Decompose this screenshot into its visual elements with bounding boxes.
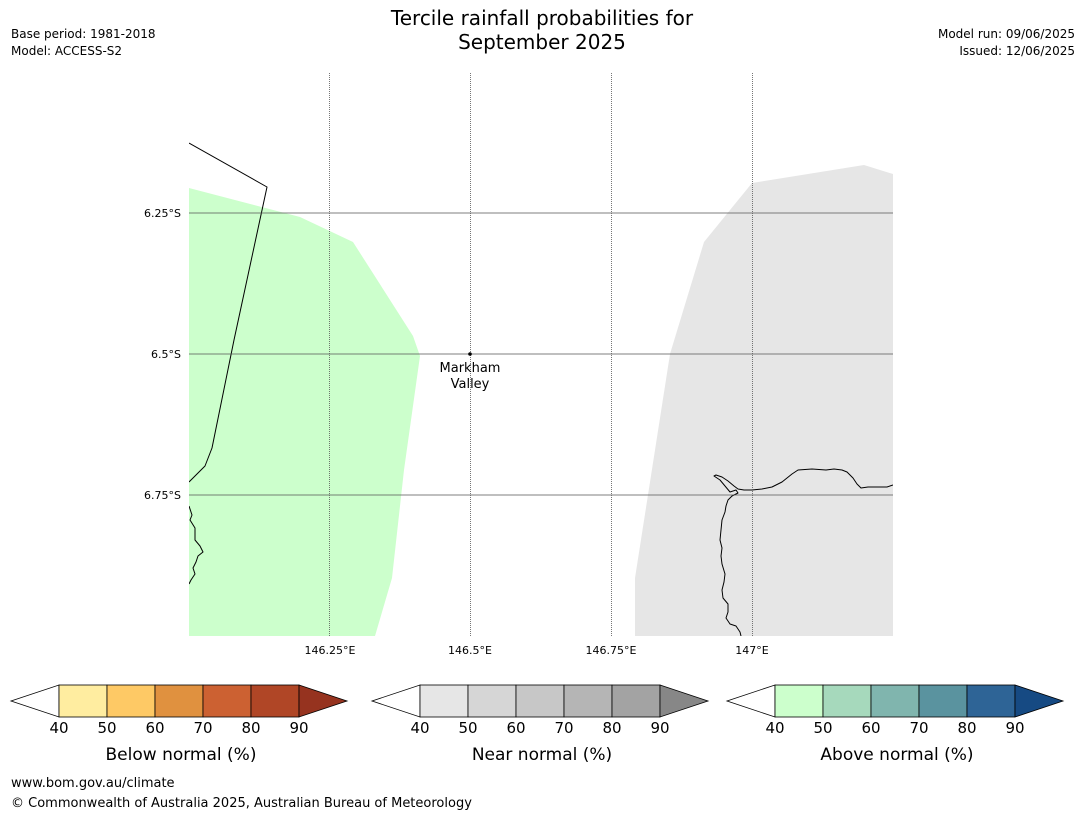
footer: www.bom.gov.au/climate © Commonwealth of… [11,774,472,814]
colorbar-low-extension [370,684,421,718]
colorbar-tick-label: 80 [241,719,261,737]
colorbar-high-extension [1014,684,1065,718]
colorbar-below-normal-scale [9,684,349,718]
lon-label-146-75: 146.75°E [586,644,637,657]
colorbar-tick-label: 60 [145,719,165,737]
colorbar-segment [154,684,204,718]
map: 6.25°S 6.5°S 6.75°S 146.25°E 146.5°E 146… [144,73,893,657]
colorbar-segment [250,684,300,718]
colorbar-above-normal-label: Above normal (%) [820,745,974,765]
issued-text: Issued: 12/06/2025 [959,44,1075,58]
colorbar-below-normal-label: Below normal (%) [105,745,257,765]
colorbar-segment [563,684,613,718]
lat-label-6-25: 6.25°S [144,207,181,220]
colorbar-low-extension [725,684,776,718]
colorbar-tick-label: 40 [49,719,69,737]
colorbar-segment [106,684,156,718]
place-label-line-1: Markham [440,361,501,376]
colorbar-segment [58,684,108,718]
colorbar-tick-label: 60 [861,719,881,737]
colorbar-tick-label: 80 [602,719,622,737]
colorbar-segment [467,684,517,718]
colorbar-tick-label: 90 [289,719,309,737]
colorbar-segment [822,684,872,718]
colorbar-tick-label: 70 [193,719,213,737]
model-text: Model: ACCESS-S2 [11,44,123,58]
colorbar-below-normal: Below normal (%) 40 50 60 70 80 90 [9,684,351,779]
lat-label-6-5: 6.5°S [151,348,181,361]
colorbar-segment [966,684,1016,718]
colorbar-tick-label: 40 [765,719,785,737]
map-plot-area [189,73,893,636]
place-marker [468,352,472,356]
colorbar-near-normal-label: Near normal (%) [471,745,613,765]
border-line [189,142,268,483]
lon-label-147: 147°E [735,644,768,657]
meta-right: Model run: 09/06/2025 Issued: 12/06/2025 [938,26,1075,60]
colorbar-tick-label: 70 [909,719,929,737]
colorbar-high-extension [659,684,710,718]
colorbar-tick-label: 60 [506,719,526,737]
above-normal-region [189,188,420,636]
lat-label-6-75: 6.75°S [144,489,181,502]
colorbar-tick-label: 90 [650,719,670,737]
colorbar-segment [774,684,824,718]
colorbar-segment [870,684,920,718]
colorbar-tick-label: 90 [1005,719,1025,737]
latitude-gridlines [189,212,893,496]
lon-label-146-25: 146.25°E [305,644,356,657]
copyright-text: © Commonwealth of Australia 2025, Austra… [11,796,472,811]
colorbar-segment [419,684,469,718]
colorbar-tick-label: 50 [458,719,478,737]
colorbar-near-normal: Near normal (%) 40 50 60 70 80 90 [370,684,712,779]
colorbar-near-normal-scale [370,684,710,718]
title-line-2: September 2025 [458,30,626,54]
colorbar-tick-label: 50 [97,719,117,737]
colorbar-segment [918,684,968,718]
colorbar-low-extension [9,684,60,718]
lon-label-146-5: 146.5°E [448,644,492,657]
chart-title: Tercile rainfall probabilities for Septe… [342,6,742,54]
near-normal-region [635,165,893,636]
model-run-text: Model run: 09/06/2025 [937,27,1075,41]
website-link[interactable]: www.bom.gov.au/climate [11,776,175,791]
place-label-line-2: Valley [451,377,490,392]
colorbar-tick-label: 80 [957,719,977,737]
colorbar-segment [202,684,252,718]
base-period-text: Base period: 1981-2018 [11,27,156,41]
colorbar-high-extension [298,684,349,718]
title-line-1: Tercile rainfall probabilities for [390,6,694,30]
colorbar-above-normal: Above normal (%) 40 50 60 70 80 90 [725,684,1067,779]
coastline-west [189,505,204,585]
colorbar-tick-label: 40 [410,719,430,737]
colorbar-tick-label: 70 [554,719,574,737]
colorbar-above-normal-scale [725,684,1065,718]
coastline-east [713,468,893,636]
colorbar-segment [515,684,565,718]
meta-left: Base period: 1981-2018 Model: ACCESS-S2 [11,26,156,60]
colorbar-segment [611,684,661,718]
colorbar-tick-label: 50 [813,719,833,737]
